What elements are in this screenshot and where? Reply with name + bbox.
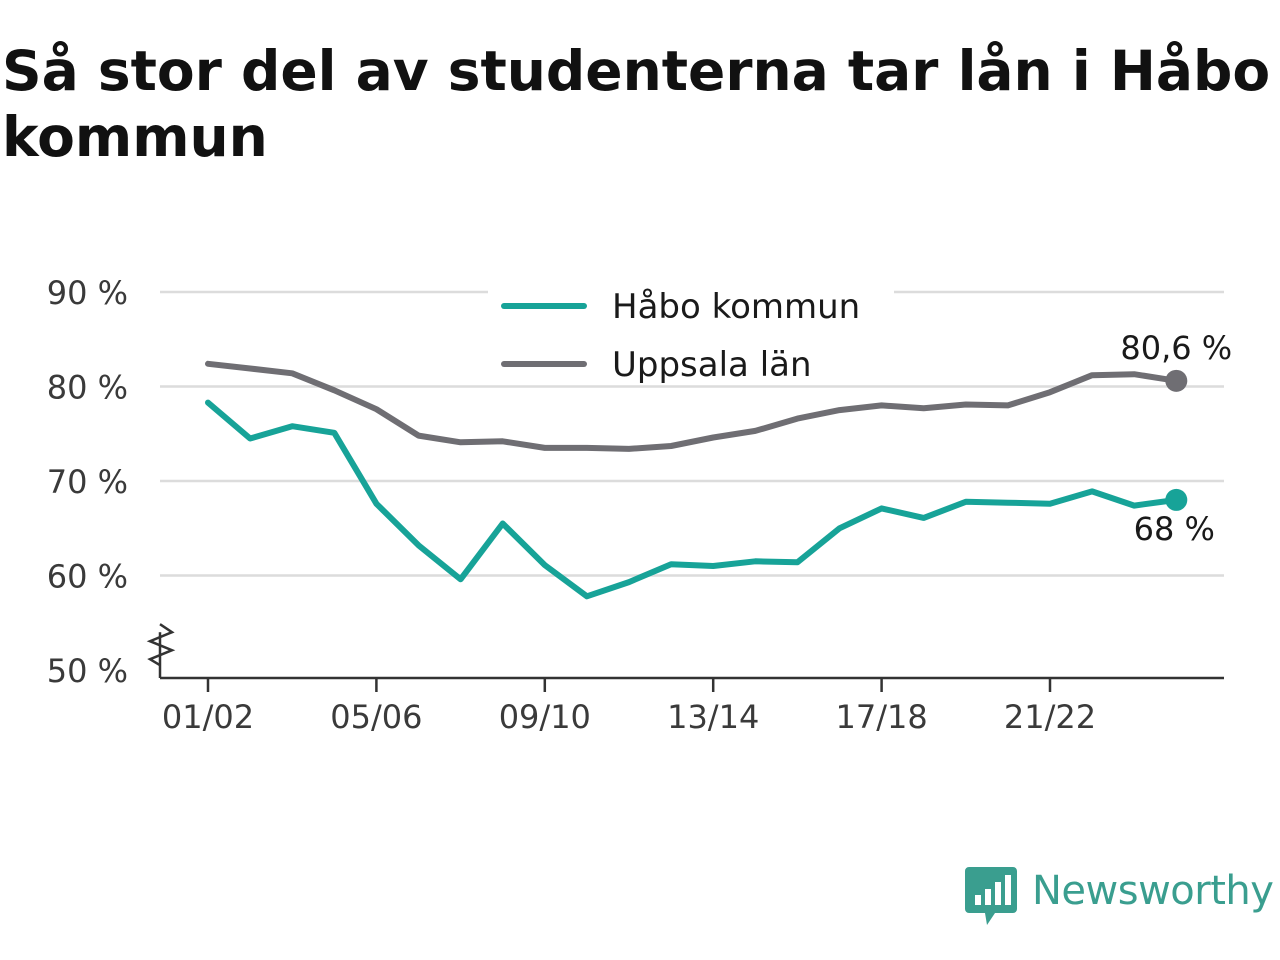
end-point-0 [1165, 488, 1188, 511]
x-tick-label: 21/22 [1004, 698, 1096, 736]
legend-label-1: Uppsala län [612, 345, 812, 385]
legend-label-0: Håbo kommun [612, 287, 860, 327]
end-labels: 68 % 80,6 % [1120, 329, 1232, 548]
end-label-1: 80,6 % [1120, 329, 1232, 367]
chart-title: Så stor del av studenterna tar lån i Håb… [2, 39, 1271, 169]
x-tick-label: 05/06 [330, 698, 422, 736]
x-tick-label: 01/02 [162, 698, 254, 736]
newsworthy-logo: Newsworthy [962, 864, 1278, 928]
x-tick-label: 09/10 [499, 698, 591, 736]
chart-speech-bubble-icon [965, 867, 1017, 925]
axes [146, 623, 1224, 692]
legend: Håbo kommun Uppsala län [488, 282, 894, 385]
x-tick-label: 13/14 [667, 698, 759, 736]
y-tick-labels: 50 % 60 % 70 % 80 % 90 % [47, 274, 128, 690]
y-tick-label: 80 % [47, 369, 128, 407]
x-tick-label: 17/18 [835, 698, 927, 736]
y-tick-label: 90 % [47, 274, 128, 312]
series-lines [205, 360, 1188, 600]
x-tick-labels: 01/02 05/06 09/10 13/14 17/18 21/22 [162, 698, 1096, 736]
series-line-1 [205, 360, 1180, 452]
end-label-0: 68 % [1134, 510, 1215, 548]
y-axis-break [146, 623, 176, 667]
brand-name: Newsworthy [1032, 868, 1274, 914]
y-tick-label: 60 % [47, 558, 128, 596]
series-line-0 [205, 399, 1180, 600]
y-tick-label: 50 % [47, 652, 128, 690]
y-tick-label: 70 % [47, 463, 128, 501]
end-point-1 [1165, 369, 1188, 392]
